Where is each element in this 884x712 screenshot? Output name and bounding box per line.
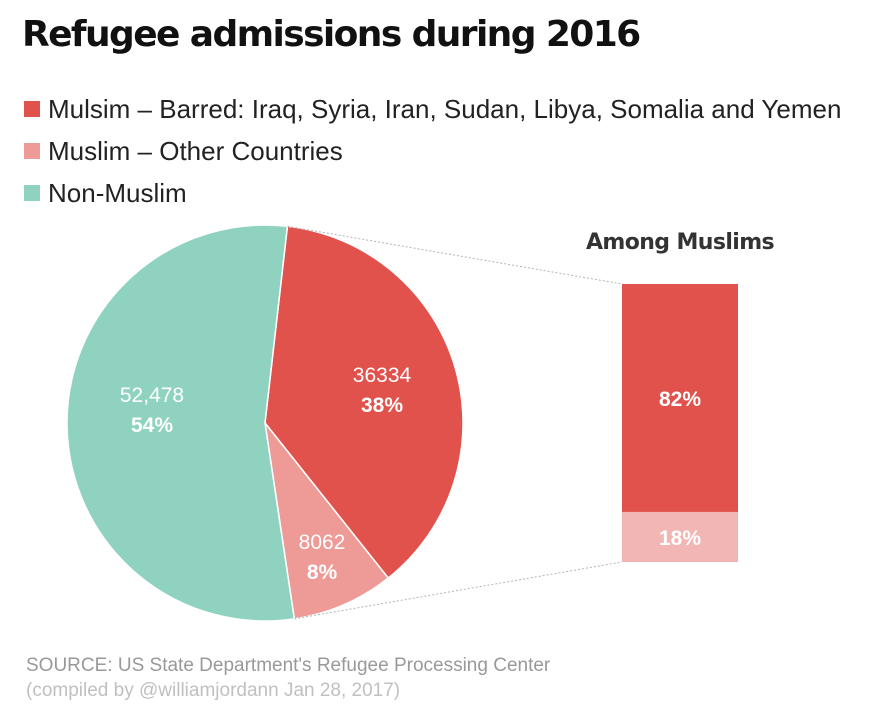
- chart-title: Refugee admissions during 2016: [22, 14, 641, 55]
- credit-note: (compiled by @williamjordann Jan 28, 201…: [26, 680, 401, 701]
- pie-slice-barred: [264, 225, 464, 580]
- legend-swatch-other: [24, 143, 40, 159]
- pie-value-label-barred: 36334: [353, 364, 412, 387]
- legend-item-barred: Mulsim – Barred: Iraq, Syria, Iran, Suda…: [24, 88, 841, 130]
- legend-label-barred: Mulsim – Barred: Iraq, Syria, Iran, Suda…: [48, 93, 842, 124]
- pie-percent-label-non-muslim: 54%: [131, 414, 173, 437]
- legend-label-non-muslim: Non-Muslim: [48, 177, 187, 208]
- legend-item-other: Muslim – Other Countries: [24, 130, 841, 172]
- legend-item-non-muslim: Non-Muslim: [24, 172, 841, 214]
- pie-slice-non-muslim: [66, 224, 296, 622]
- breakdown-bar-barred: [622, 284, 738, 512]
- pie-value-label-non-muslim: 52,478: [120, 384, 184, 407]
- legend-swatch-non-muslim: [24, 185, 40, 201]
- breakdown-label-barred: 82%: [659, 388, 701, 411]
- connector-line-top: [287, 225, 623, 285]
- breakdown-title: Among Muslims: [586, 230, 775, 255]
- breakdown-bar-other: [622, 511, 738, 562]
- pie-percent-label-other: 8%: [307, 561, 338, 584]
- pie-value-label-other: 8062: [299, 531, 346, 554]
- legend-label-other: Muslim – Other Countries: [48, 135, 343, 166]
- source-note: SOURCE: US State Department's Refugee Pr…: [26, 655, 551, 676]
- legend-swatch-barred: [24, 101, 40, 117]
- connector-line-bottom: [294, 561, 623, 620]
- pie-percent-label-barred: 38%: [361, 394, 403, 417]
- pie-slice-other: [263, 420, 390, 620]
- breakdown-label-other: 18%: [659, 527, 701, 550]
- legend: Mulsim – Barred: Iraq, Syria, Iran, Suda…: [24, 88, 841, 214]
